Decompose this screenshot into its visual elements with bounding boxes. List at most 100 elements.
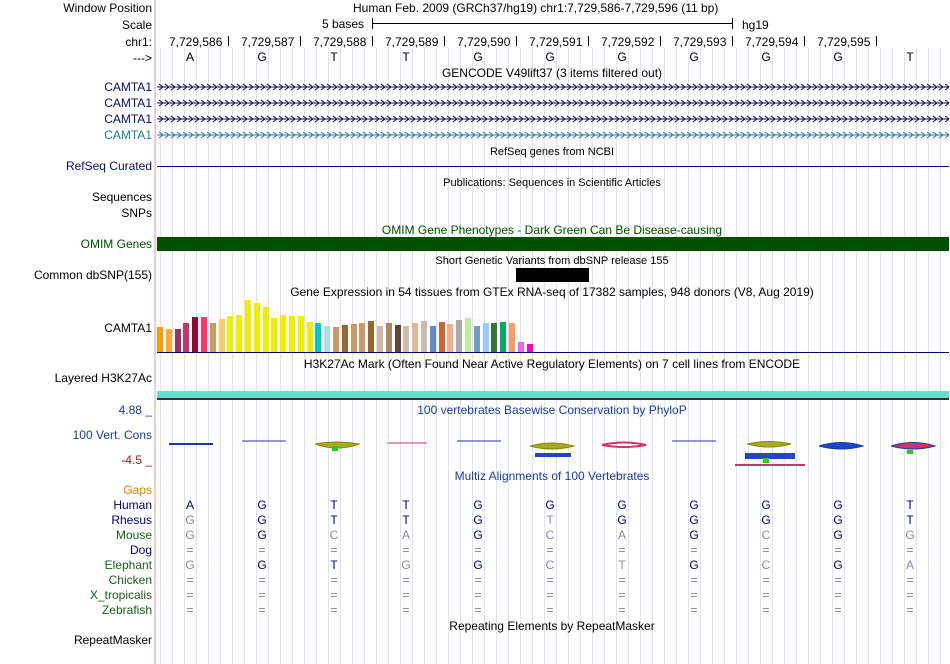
gene-model-3[interactable] [157,114,949,125]
strand-chevron [740,83,746,91]
species-label[interactable]: Mouse [115,528,152,542]
grid-line [184,48,185,664]
gtex-bar[interactable] [280,315,287,352]
gtex-bar[interactable] [429,326,436,352]
species-label[interactable]: Chicken [108,573,152,587]
gtex-bar[interactable] [192,317,199,352]
strand-chevron [176,131,182,139]
gtex-bar[interactable] [245,300,251,352]
gtex-bar[interactable] [517,342,524,352]
gtex-bar[interactable] [253,303,260,352]
gtex-bar[interactable] [465,318,471,352]
gtex-bar[interactable] [209,323,216,352]
gtex-bar[interactable] [165,329,172,352]
strand-chevron [698,115,704,123]
gtex-bar[interactable] [421,321,427,352]
refseq-label[interactable]: RefSeq Curated [65,159,152,173]
gtex-label[interactable]: CAMTA1 [104,321,152,335]
gtex-bar[interactable] [412,323,419,352]
publications-title[interactable]: Publications: Sequences in Scientific Ar… [443,177,661,189]
strand-chevron [716,131,722,139]
gtex-bar[interactable] [377,326,383,352]
gtex-bar[interactable] [306,322,313,352]
strand-chevron [164,99,170,107]
gtex-bar[interactable] [403,326,410,352]
gtex-bar[interactable] [473,326,480,352]
species-label[interactable]: Human [113,498,152,512]
omim-title[interactable]: OMIM Gene Phenotypes - Dark Green Can Be… [381,223,723,237]
gtex-bar[interactable] [271,318,278,352]
gtex-bar[interactable] [491,323,498,352]
species-label[interactable]: Dog [129,543,152,557]
snps-label[interactable]: SNPs [121,206,152,220]
gene-model-1[interactable] [157,82,949,93]
gencode-item-3[interactable]: CAMTA1 [104,112,152,126]
repeatmasker-label[interactable]: RepeatMasker [73,633,152,647]
gtex-bar[interactable] [500,322,507,352]
h3k27ac-label[interactable]: Layered H3K27Ac [54,371,152,385]
omim-label[interactable]: OMIM Genes [80,237,152,251]
strand-chevron [536,131,542,139]
phylop-label[interactable]: 100 Vert. Cons [72,428,152,442]
gencode-item-4[interactable]: CAMTA1 [104,128,152,142]
gtex-bar[interactable] [174,329,181,352]
sequences-label[interactable]: Sequences [91,190,152,204]
refseq-feature-line[interactable] [157,166,949,167]
gtex-bar[interactable] [297,316,304,352]
species-label[interactable]: Rhesus [111,513,152,527]
gtex-bar[interactable] [289,316,295,352]
gtex-bar[interactable] [482,323,489,352]
gencode-title[interactable]: GENCODE V49lift37 (3 items filtered out) [441,66,663,80]
dbsnp-label[interactable]: Common dbSNP(155) [33,268,152,282]
gtex-bar[interactable] [368,321,375,352]
gtex-bar[interactable] [350,324,357,352]
gtex-bar[interactable] [201,317,207,352]
gtex-bar[interactable] [218,319,225,352]
alignment-base: = [330,588,338,602]
gtex-bar[interactable] [333,327,339,352]
gtex-title[interactable]: Gene Expression in 54 tissues from GTEx … [290,285,814,299]
species-label[interactable]: X_tropicalis [89,588,152,602]
gencode-item-1[interactable]: CAMTA1 [104,80,152,94]
phylop-logo[interactable] [157,436,949,470]
alignment-base: = [474,543,482,557]
gene-model-2[interactable] [157,98,949,109]
gaps-label[interactable]: Gaps [123,483,152,497]
gtex-bar[interactable] [447,324,454,352]
gtex-bar[interactable] [438,322,445,352]
gene-model-4[interactable] [157,130,949,141]
gtex-bar[interactable] [526,344,533,352]
gtex-bar[interactable] [341,325,348,352]
gtex-bar[interactable] [227,316,234,352]
dbsnp-variant[interactable] [516,268,589,282]
gtex-bar[interactable] [236,315,243,352]
species-label[interactable]: Elephant [104,558,152,572]
dbsnp-title[interactable]: Short Genetic Variants from dbSNP releas… [435,255,669,267]
gtex-bar[interactable] [385,323,392,352]
h3k27ac-signal[interactable] [157,391,949,398]
gtex-bar[interactable] [157,327,163,352]
alignment-base: C [329,528,339,542]
window-position-value[interactable]: Human Feb. 2009 (GRCh37/hg19) chr1:7,729… [353,1,719,15]
gtex-bar[interactable] [359,323,366,352]
repeatmasker-title[interactable]: Repeating Elements by RepeatMasker [449,619,655,633]
gtex-bar[interactable] [324,326,331,352]
gtex-bar[interactable] [509,323,515,352]
gtex-bar[interactable] [262,307,269,352]
gtex-bar[interactable] [394,325,401,352]
phylop-title[interactable]: 100 vertebrates Basewise Conservation by… [417,403,687,417]
gtex-bar[interactable] [183,323,190,352]
multiz-title[interactable]: Multiz Alignments of 100 Vertebrates [454,469,650,483]
omim-feature[interactable] [157,237,949,251]
gencode-item-2[interactable]: CAMTA1 [104,96,152,110]
strand-chevron [848,115,854,123]
gtex-expression-chart[interactable] [157,300,557,352]
ruler-coordinate: 7,729,586 [169,35,223,49]
species-label[interactable]: Zebrafish [101,603,152,617]
phylop-min: -4.5 _ [121,453,152,467]
h3k27ac-title[interactable]: H3K27Ac Mark (Often Found Near Active Re… [303,357,801,371]
refseq-title[interactable]: RefSeq genes from NCBI [489,146,615,158]
strand-chevron [824,115,830,123]
gtex-bar[interactable] [315,323,322,352]
gtex-bar[interactable] [456,320,463,352]
